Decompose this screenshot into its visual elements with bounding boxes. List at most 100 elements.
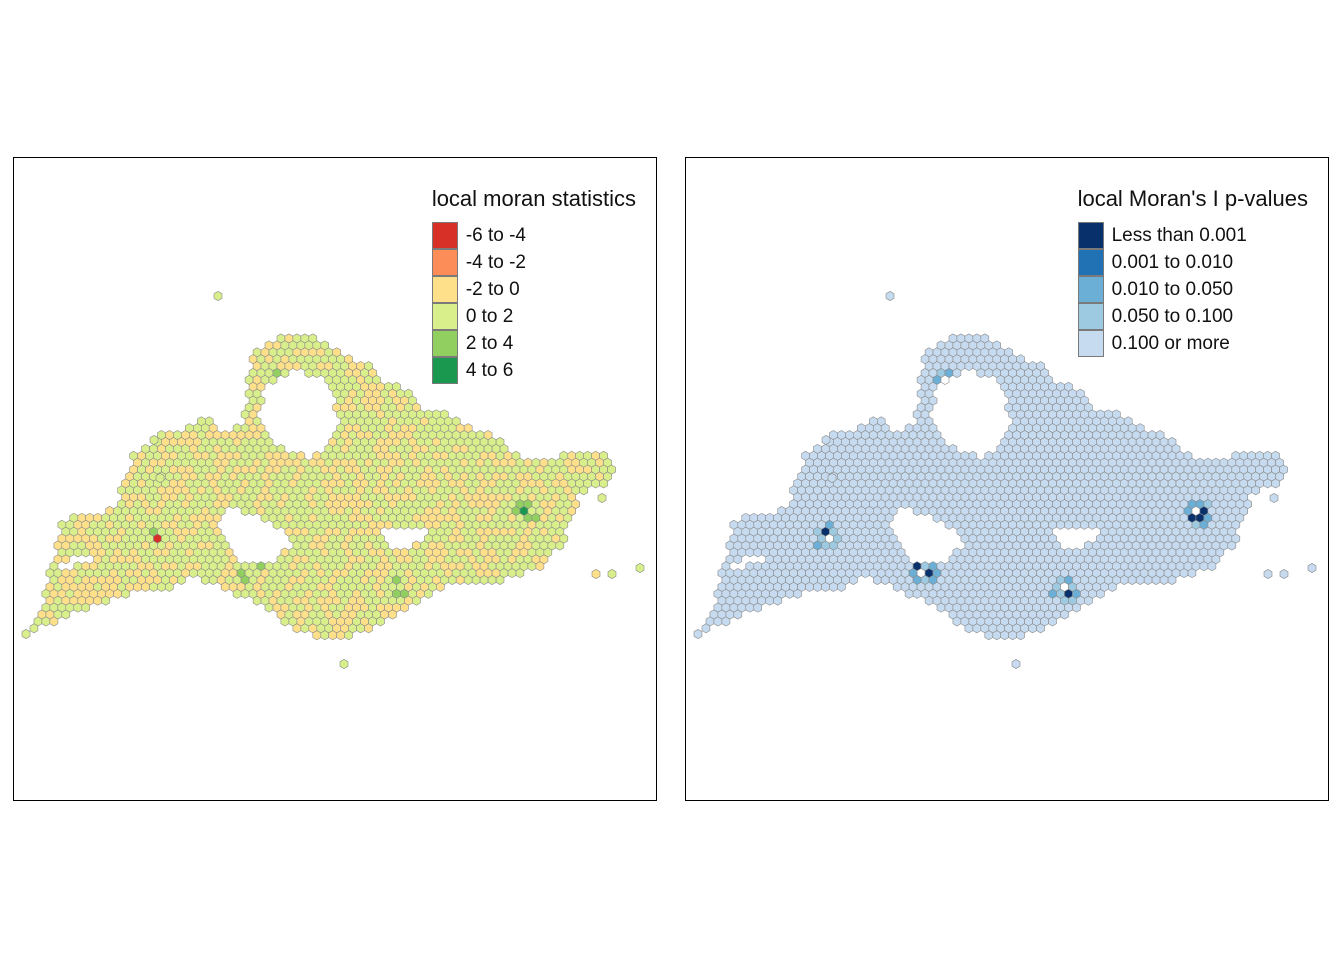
hex-cell [1048,616,1057,627]
hex-cell [328,630,338,641]
hex-cell [424,588,433,599]
hex-cell [1159,575,1169,585]
hex-cell [976,368,986,378]
hex-cell [721,616,731,627]
hex-cell [435,581,445,592]
hex-cell [1307,563,1317,573]
legend-item: 4 to 6 [431,357,636,384]
hex-cell [1187,568,1197,579]
legend-item: 0.010 to 0.050 [1077,276,1308,303]
legend-item: 0.100 or more [1077,330,1308,357]
hex-cell [837,581,846,592]
hex-cell [1008,630,1018,641]
legend: local moran statistics -6 to -4 -4 to -2… [431,186,636,384]
hex-cell [829,581,838,592]
hex-cell [388,609,397,620]
hex-cell [753,602,762,613]
hex-cell [745,602,755,613]
hex-cell [984,630,994,641]
hex-cell [892,581,902,592]
legend-swatch [1077,303,1104,330]
legend-swatch [1077,222,1104,249]
hex-cell [93,595,102,606]
legend-swatch [1077,249,1104,276]
legend-label: 0.001 to 0.010 [1111,251,1234,273]
hex-cell [248,506,258,516]
hex-cell [1084,595,1093,606]
hex-cell [952,616,962,627]
hex-cell [793,588,802,599]
hex-cell [904,588,914,599]
hex-cell [292,361,302,372]
hex-cell [189,568,198,579]
legend-swatch [431,249,458,276]
hex-cell [1251,485,1261,496]
hex-cell [1271,478,1280,489]
hex-cell [455,575,465,585]
hex-cell [1119,575,1129,585]
legend-title: local moran statistics [431,186,636,211]
legend-item: 0 to 2 [431,303,636,330]
legend-label: 0 to 2 [465,305,514,327]
hex-cell [821,581,830,592]
hex-cell [964,361,974,372]
legend-swatch [1077,330,1104,357]
hex-cell [73,547,83,558]
hex-cell [1179,568,1189,579]
hex-cell [21,629,31,639]
legend-label: -4 to -2 [465,251,527,273]
hex-cell [81,547,90,558]
hex-cell [507,568,517,579]
hex-cell [220,581,230,592]
legend-item: 0.050 to 0.100 [1077,303,1308,330]
hexagon-grid-map [693,291,1317,669]
legend-label: -6 to -4 [465,224,527,246]
hex-cell [280,368,290,378]
hex-cell [1269,493,1279,503]
hex-cell [29,623,39,634]
hex-cell [992,630,1002,641]
hex-cell [320,630,330,641]
hex-cell [364,623,373,634]
hex-cell [920,506,930,516]
hex-cell [356,623,365,634]
hex-cell [861,568,870,579]
hex-cell [1143,575,1153,585]
hex-cell [1263,478,1272,489]
hex-cell [384,519,393,530]
hex-cell [49,616,59,627]
hex-cell [240,506,250,516]
legend-label: 4 to 6 [465,359,514,381]
hex-cell [1011,659,1021,669]
hex-cell [1060,609,1069,620]
hex-cell [555,540,565,551]
hex-cell [81,602,90,613]
hex-cell [952,368,962,378]
hex-cell [1135,575,1145,585]
legend: local Moran's I p-values Less than 0.001… [1077,186,1308,357]
hex-cell [41,616,51,627]
hex-cell [292,623,302,634]
hex-cell [149,435,159,445]
hex-cell [113,588,122,599]
hex-cell [264,602,274,613]
hex-cell [471,575,481,585]
hex-cell [228,499,238,510]
hex-cell [912,506,922,516]
hex-cell [300,623,310,634]
hex-cell [201,575,210,585]
hex-cell [133,581,142,592]
hex-cell [1028,623,1037,634]
hex-cell [607,569,617,579]
hex-cell [1263,569,1273,579]
local-morans-i-p-values-map: local Moran's I p-values Less than 0.001… [685,157,1329,801]
hex-cell [392,519,401,530]
hex-cell [1016,630,1025,641]
hex-cell [463,575,473,585]
legend-swatch [431,330,458,357]
legend-item: 2 to 4 [431,330,636,357]
hex-cell [447,575,457,585]
hex-cell [344,630,353,641]
legend-label: 0.050 to 0.100 [1111,305,1234,327]
hex-cell [252,595,262,606]
